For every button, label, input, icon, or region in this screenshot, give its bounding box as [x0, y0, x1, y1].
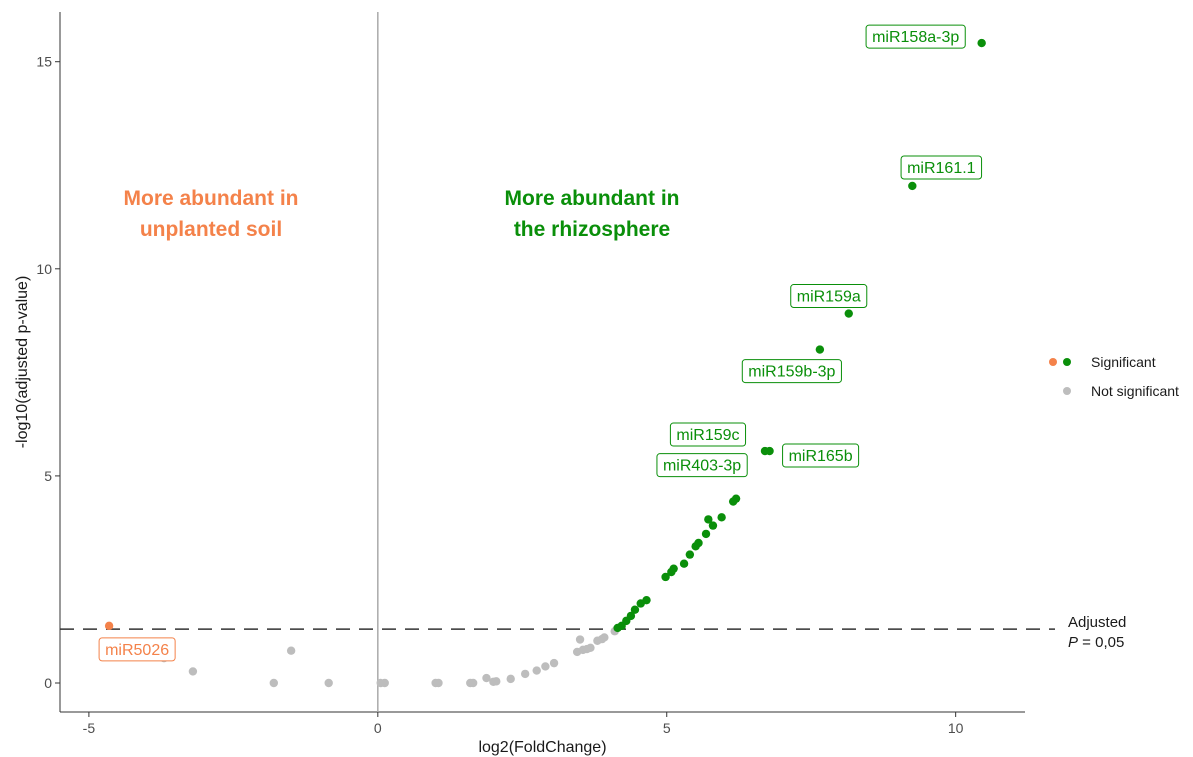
point-up — [717, 513, 726, 522]
point-up — [708, 521, 718, 530]
point-label-box — [741, 359, 842, 384]
point-ns — [434, 678, 443, 688]
point-up — [704, 515, 713, 524]
legend: Significant Not significant — [1049, 354, 1179, 399]
threshold-label-line1: Adjusted — [1068, 614, 1126, 631]
threshold-label-p: P — [1068, 634, 1078, 651]
point-label-text: miR158a-3p — [872, 29, 959, 46]
point-label-box — [782, 443, 860, 468]
y-axis-title: -log10(adjusted p-value) — [14, 276, 31, 449]
point-up — [691, 542, 700, 551]
region-label-down: More abundant in — [124, 187, 299, 210]
point-label-text: miR161.1 — [907, 160, 976, 177]
point-ns — [482, 673, 491, 683]
point-up — [661, 572, 670, 582]
point-up — [630, 605, 640, 614]
point-label: miR158a-3p — [865, 24, 966, 49]
point-up — [667, 567, 676, 577]
point-label: miR159a — [790, 284, 868, 309]
point-label-text: miR5026 — [105, 642, 169, 659]
point-ns — [468, 678, 478, 688]
point-label-box — [790, 284, 868, 309]
point-labels: miR158a-3p miR161.1 miR159a miR159b-3p miR15… — [98, 24, 983, 662]
y-tick-label: 10 — [36, 261, 52, 277]
region-label-up: More abundant in — [505, 187, 680, 210]
point-label-box — [865, 24, 966, 49]
point-label-text: miR165b — [789, 448, 853, 465]
threshold-label-line2: P = 0,05 — [1068, 634, 1124, 651]
x-axis-title: log2(FoldChange) — [478, 739, 606, 756]
region-label-down: unplanted soil — [140, 218, 282, 241]
point-label: miR161.1 — [900, 155, 983, 180]
point-label-text: miR403-3p — [663, 458, 741, 475]
region-label-up: the rhizosphere — [514, 218, 670, 241]
point-ns — [532, 666, 541, 675]
point-label-text: miR159b-3p — [748, 364, 835, 381]
legend-not-significant-marker — [1063, 387, 1071, 395]
point-label-box — [656, 453, 748, 478]
point-label: miR159c — [669, 422, 747, 447]
point-ns — [586, 643, 595, 652]
point-label-box — [900, 155, 983, 180]
point-ns — [324, 678, 333, 688]
point-label-text: miR159c — [676, 427, 739, 444]
point-label: miR5026 — [98, 637, 176, 662]
point-up — [844, 309, 853, 318]
legend-significant-label: Significant — [1091, 354, 1156, 370]
point-label-text: miR159a — [797, 289, 861, 306]
point-ns — [492, 677, 501, 686]
point-ns — [520, 669, 530, 679]
y-tick-label: 5 — [44, 468, 52, 484]
point-up — [908, 181, 917, 191]
point-up — [679, 559, 689, 568]
point-label-box — [98, 637, 176, 662]
y-tick-label: 0 — [44, 675, 52, 691]
point-up — [765, 446, 774, 456]
point-up — [613, 623, 622, 633]
point-up — [815, 345, 825, 354]
legend-significant-down-marker — [1049, 358, 1057, 366]
point-up — [977, 38, 986, 48]
plot-axes: -5 0 5 10 0 5 10 15 log2(FoldChange) -log10(adjus… — [14, 12, 1025, 756]
point-up — [728, 497, 738, 506]
point-label: miR165b — [782, 443, 860, 468]
x-tick-label: 0 — [374, 720, 382, 736]
point-ns — [286, 646, 296, 655]
y-tick-label: 15 — [36, 54, 52, 70]
point-ns — [600, 633, 609, 642]
point-ns — [269, 678, 279, 688]
point-ns — [506, 674, 515, 684]
point-ns — [541, 662, 550, 671]
x-tick-label: 10 — [948, 720, 964, 736]
threshold-label-value: = 0,05 — [1078, 634, 1124, 651]
point-down — [104, 621, 114, 631]
point-up — [636, 599, 645, 608]
x-tick-label: 5 — [663, 720, 671, 736]
point-label: miR403-3p — [656, 453, 748, 478]
data-points — [104, 38, 986, 688]
point-ns — [549, 658, 559, 668]
x-tick-label: -5 — [83, 720, 96, 736]
point-up — [685, 550, 695, 559]
legend-significant-up-marker — [1063, 358, 1071, 366]
point-label-box — [669, 422, 747, 447]
point-label: miR159b-3p — [741, 359, 842, 384]
point-ns — [575, 635, 585, 644]
point-up — [701, 529, 711, 539]
point-ns — [188, 667, 198, 676]
legend-not-significant-label: Not significant — [1091, 383, 1179, 399]
point-ns — [380, 678, 389, 688]
plot-decorations: Adjusted P = 0,05 More abundant in unplante… — [60, 12, 1126, 712]
